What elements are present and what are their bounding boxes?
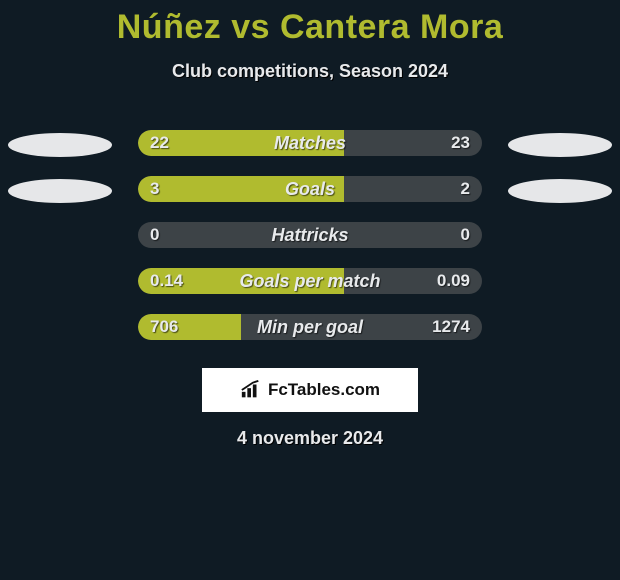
stat-row: 7061274Min per goal — [0, 304, 620, 350]
stat-row: 32Goals — [0, 166, 620, 212]
stat-row: 2223Matches — [0, 120, 620, 166]
player-right-oval — [508, 179, 612, 203]
date-line: 4 november 2024 — [0, 428, 620, 449]
metric-label: Hattricks — [138, 222, 482, 248]
player-left-oval — [8, 179, 112, 203]
metric-label: Matches — [138, 130, 482, 156]
metric-label: Goals per match — [138, 268, 482, 294]
metric-label: Goals — [138, 176, 482, 202]
page-subtitle: Club competitions, Season 2024 — [0, 61, 620, 82]
player-right-oval — [508, 133, 612, 157]
stats-rows: 2223Matches32Goals00Hattricks0.140.09Goa… — [0, 120, 620, 350]
page-title: Núñez vs Cantera Mora — [0, 0, 620, 47]
player-left-oval — [8, 133, 112, 157]
brand-box[interactable]: FcTables.com — [202, 368, 418, 412]
chart-icon — [240, 380, 262, 400]
stat-row: 0.140.09Goals per match — [0, 258, 620, 304]
brand-label: FcTables.com — [268, 380, 380, 400]
metric-label: Min per goal — [138, 314, 482, 340]
stat-row: 00Hattricks — [0, 212, 620, 258]
